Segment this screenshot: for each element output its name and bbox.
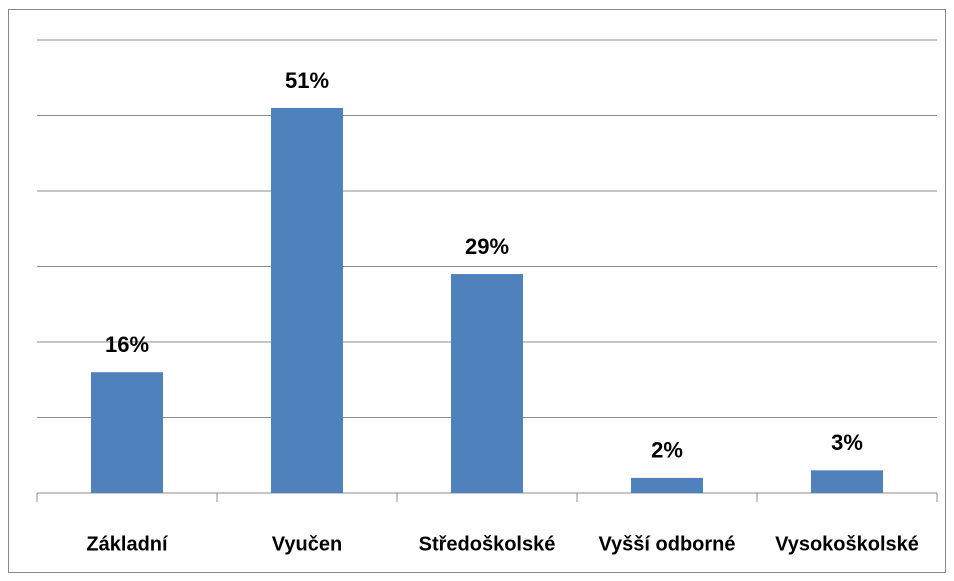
bar <box>271 107 343 493</box>
bar <box>91 372 163 493</box>
x-tick-label: Vysokoškolské <box>775 533 919 555</box>
x-tick-label: Středoškolské <box>419 533 556 555</box>
x-tick-label: Základní <box>86 533 169 555</box>
data-label: 29% <box>465 234 509 259</box>
x-tick-label: Vyučen <box>272 533 342 555</box>
data-label: 3% <box>831 430 863 455</box>
bar <box>631 477 703 493</box>
x-tick-label: Vyšší odborné <box>598 533 735 555</box>
data-label: 16% <box>105 332 149 357</box>
bar <box>811 470 883 493</box>
data-label: 51% <box>285 68 329 93</box>
data-label: 2% <box>651 438 683 463</box>
bar <box>451 274 523 493</box>
